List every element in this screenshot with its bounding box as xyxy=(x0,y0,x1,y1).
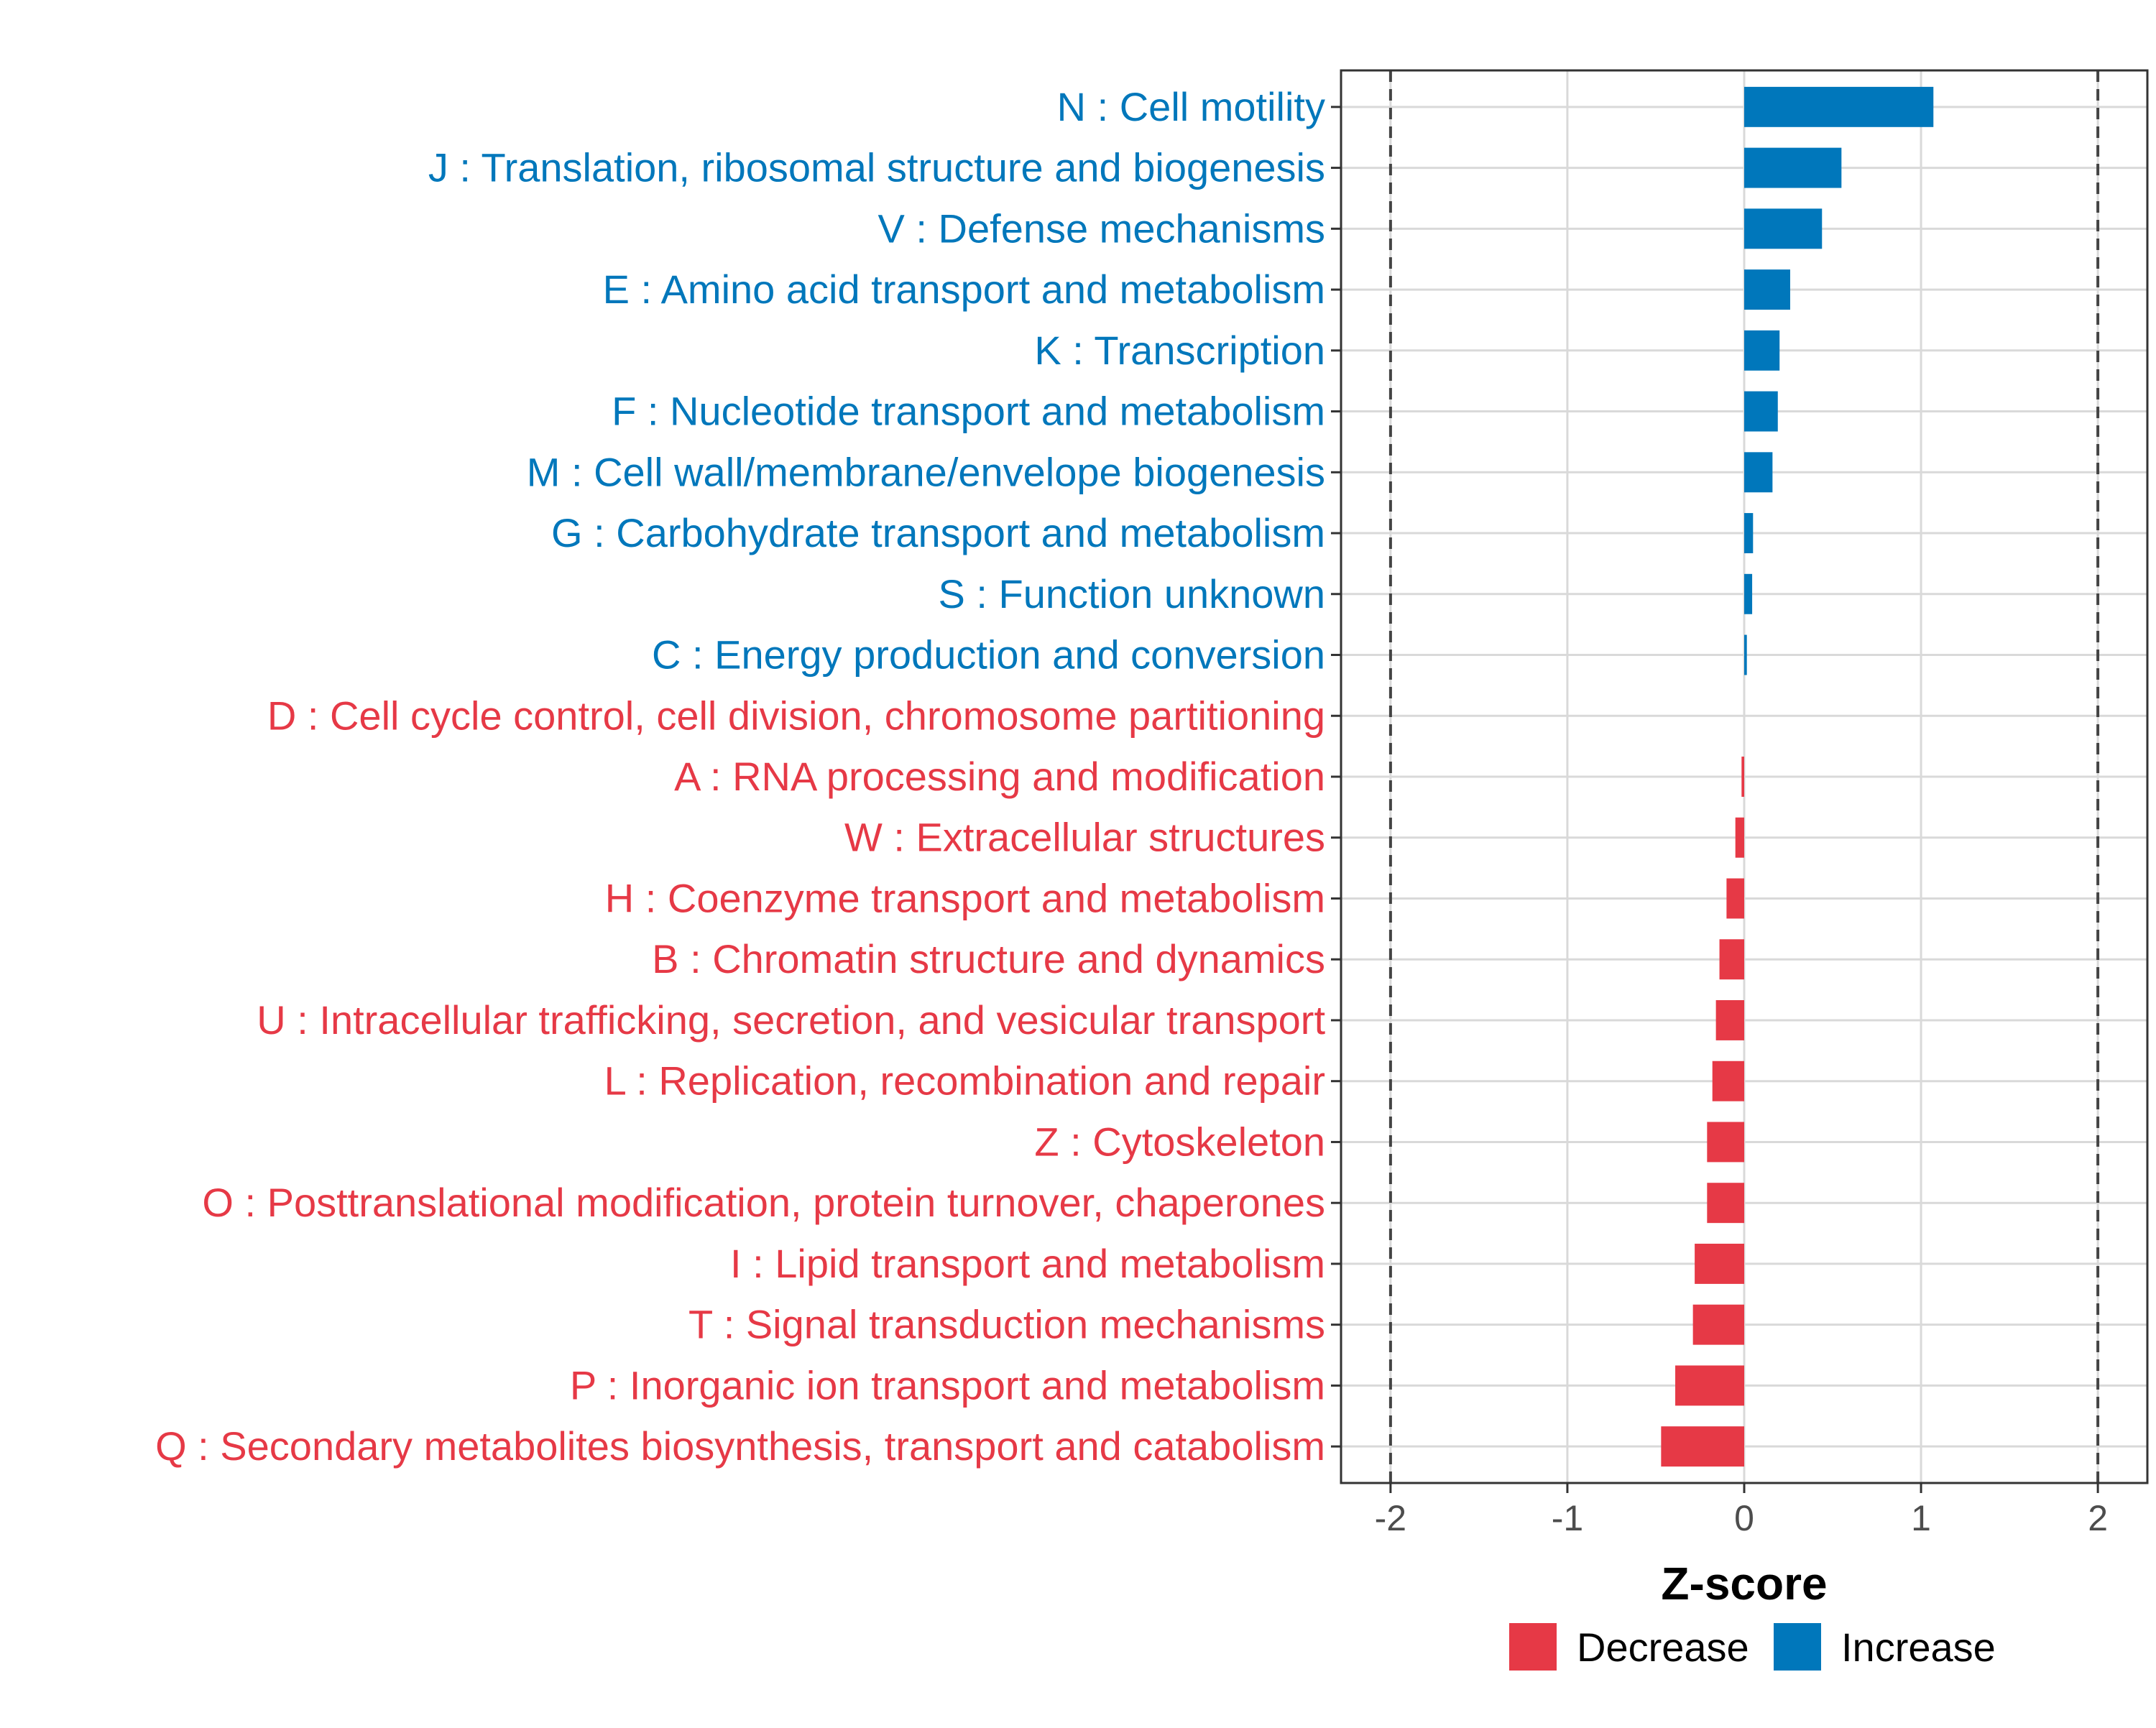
bar-w xyxy=(1735,817,1744,858)
category-label: W : Extracellular structures xyxy=(844,815,1325,860)
legend-swatch-increase xyxy=(1774,1623,1821,1671)
reference-line-layer xyxy=(1388,70,2100,1483)
category-label: N : Cell motility xyxy=(1057,84,1325,129)
category-label: K : Transcription xyxy=(1034,328,1325,373)
category-label: G : Carbohydrate transport and metabolis… xyxy=(551,510,1325,555)
bar-n xyxy=(1744,86,1934,127)
x-tick-label: 1 xyxy=(1911,1498,1931,1538)
category-label: U : Intracellular trafficking, secretion… xyxy=(257,997,1325,1043)
bar-c xyxy=(1744,634,1747,675)
bar-layer xyxy=(1661,86,1934,1467)
category-label: V : Defense mechanisms xyxy=(878,205,1325,251)
category-label: C : Energy production and conversion xyxy=(652,632,1325,678)
category-label: M : Cell wall/membrane/envelope biogenes… xyxy=(527,449,1325,494)
bar-v xyxy=(1744,208,1823,249)
legend-label-increase: Increase xyxy=(1841,1625,1996,1670)
bar-k xyxy=(1744,330,1780,371)
bar-q xyxy=(1661,1426,1744,1467)
bar-f xyxy=(1744,391,1778,432)
category-label: Q : Secondary metabolites biosynthesis, … xyxy=(155,1423,1325,1469)
y-axis: N : Cell motility J : Translation, riboso… xyxy=(155,84,1341,1469)
bar-g xyxy=(1744,513,1754,553)
category-label: J : Translation, ribosomal structure and… xyxy=(428,145,1325,190)
legend-swatch-decrease xyxy=(1509,1623,1557,1671)
bar-e xyxy=(1744,269,1790,310)
category-label: P : Inorganic ion transport and metaboli… xyxy=(570,1362,1325,1408)
category-label: T : Signal transduction mechanisms xyxy=(688,1302,1325,1347)
bar-t xyxy=(1692,1304,1744,1345)
legend: Decrease Increase xyxy=(1509,1623,1996,1671)
bar-j xyxy=(1744,147,1842,188)
bar-m xyxy=(1744,452,1773,493)
bar-z xyxy=(1707,1122,1744,1163)
category-label: B : Chromatin structure and dynamics xyxy=(652,936,1325,981)
category-label: S : Function unknown xyxy=(938,571,1325,616)
category-label: F : Nucleotide transport and metabolism xyxy=(612,389,1325,434)
x-tick-label: 2 xyxy=(2088,1498,2108,1538)
category-label: L : Replication, recombination and repai… xyxy=(604,1058,1325,1104)
x-tick-label: 0 xyxy=(1734,1498,1754,1538)
category-label: E : Amino acid transport and metabolism xyxy=(603,267,1325,312)
bar-u xyxy=(1715,1000,1744,1040)
bar-s xyxy=(1744,573,1753,614)
bar-l xyxy=(1712,1061,1744,1101)
category-label: H : Coenzyme transport and metabolism xyxy=(605,875,1325,920)
bar-a xyxy=(1741,757,1744,797)
x-axis: -2 -1 0 1 2 xyxy=(1375,1483,2108,1538)
x-axis-title: Z-score xyxy=(1661,1558,1827,1609)
category-label: I : Lipid transport and metabolism xyxy=(730,1241,1325,1286)
category-label: A : RNA processing and modification xyxy=(674,754,1325,799)
bar-i xyxy=(1695,1243,1744,1284)
bar-p xyxy=(1675,1365,1744,1406)
category-label: Z : Cytoskeleton xyxy=(1034,1119,1325,1164)
x-tick-label: -2 xyxy=(1375,1498,1406,1538)
category-label: O : Posttranslational modification, prot… xyxy=(202,1180,1325,1225)
x-tick-label: -1 xyxy=(1552,1498,1583,1538)
category-label: D : Cell cycle control, cell division, c… xyxy=(267,693,1325,738)
bar-h xyxy=(1726,878,1744,919)
bar-b xyxy=(1719,939,1744,980)
legend-label-decrease: Decrease xyxy=(1577,1625,1749,1670)
bar-o xyxy=(1707,1183,1744,1224)
